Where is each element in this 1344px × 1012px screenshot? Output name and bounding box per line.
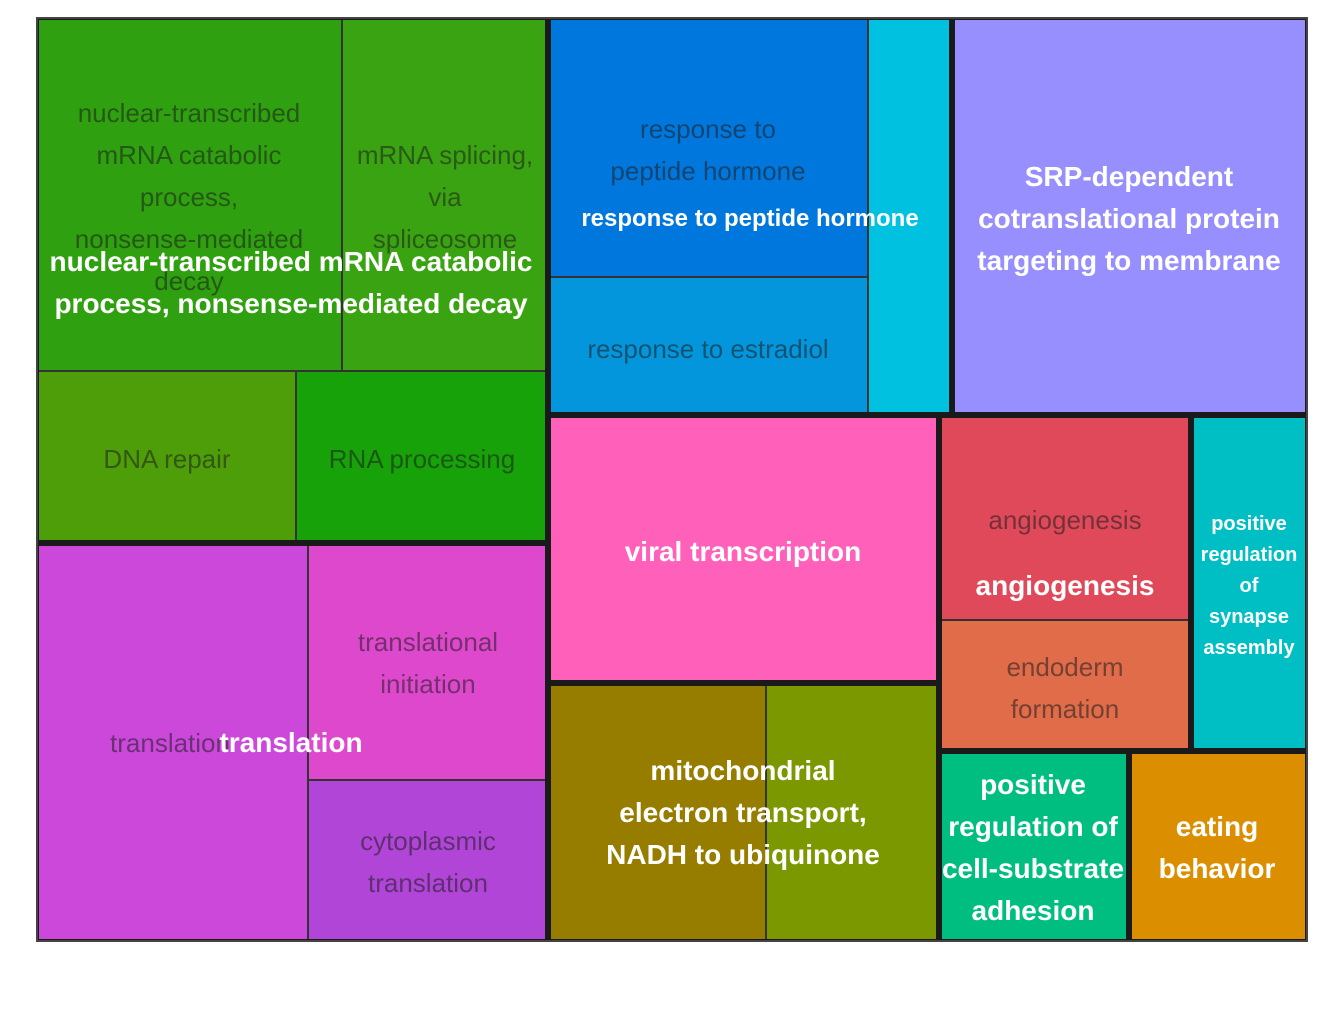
treemap-tile-srp-dependent-cotranslational-protein-targeting-to-membrane: [952, 17, 1308, 415]
treemap-tile-dna-repair: [36, 371, 296, 543]
treemap-tile-positive-regulation-of-cell-substrate-adhesion: [939, 751, 1129, 942]
treemap-tile-endoderm-formation: [939, 620, 1191, 751]
treemap-tile-mitochondrial-electron-transport-nadh-to-ubiquinone: [548, 683, 766, 942]
treemap-tile-group-5-child-1: [766, 683, 939, 942]
treemap-tile-group-1-child-2: [868, 17, 952, 415]
treemap-tile-nuclear-transcribed-mrna-catabolic-process-nonsense-mediated-decay: [36, 17, 342, 371]
treemap-tile-cytoplasmic-translation: [308, 780, 548, 942]
treemap-tile-rna-processing: [296, 371, 548, 543]
treemap-tile-translational-initiation: [308, 543, 548, 780]
treemap-tile-response-to-peptide-hormone: [548, 17, 868, 277]
treemap-tile-mrna-splicing-via-spliceosome: [342, 17, 548, 371]
treemap-tile-eating-behavior: [1129, 751, 1308, 942]
treemap-tile-response-to-estradiol: [548, 277, 868, 415]
treemap-tile-angiogenesis: [939, 415, 1191, 620]
treemap-chart: nuclear-transcribed mRNA catabolic proce…: [36, 17, 1308, 942]
treemap-tile-positive-regulation-of-synapse-assembly: [1191, 415, 1308, 751]
treemap-tile-translation: [36, 543, 308, 942]
treemap-tile-viral-transcription: [548, 415, 939, 683]
